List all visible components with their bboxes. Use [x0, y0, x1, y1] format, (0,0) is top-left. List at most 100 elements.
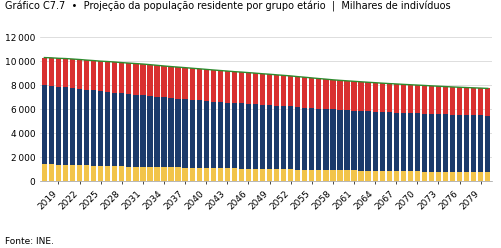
- Bar: [98, 166, 103, 181]
- Bar: [238, 103, 243, 169]
- Bar: [91, 61, 96, 91]
- Bar: [295, 107, 300, 170]
- Bar: [281, 75, 286, 106]
- Bar: [323, 79, 328, 109]
- Bar: [442, 172, 447, 181]
- Bar: [210, 102, 215, 168]
- Bar: [267, 169, 272, 181]
- Bar: [245, 169, 250, 181]
- Bar: [386, 171, 391, 181]
- Bar: [358, 82, 363, 111]
- Bar: [470, 172, 475, 181]
- Bar: [98, 61, 103, 91]
- Bar: [196, 69, 201, 100]
- Bar: [372, 171, 377, 181]
- Bar: [210, 168, 215, 181]
- Bar: [302, 170, 307, 181]
- Bar: [84, 165, 89, 181]
- Bar: [379, 171, 384, 181]
- Bar: [337, 170, 342, 181]
- Bar: [140, 64, 145, 95]
- Bar: [196, 100, 201, 168]
- Bar: [456, 87, 461, 115]
- Bar: [168, 98, 173, 167]
- Bar: [42, 164, 47, 181]
- Bar: [196, 168, 201, 181]
- Bar: [428, 172, 433, 181]
- Bar: [477, 115, 482, 172]
- Bar: [253, 73, 258, 104]
- Bar: [484, 172, 489, 181]
- Bar: [421, 114, 426, 172]
- Bar: [344, 81, 349, 110]
- Bar: [126, 63, 131, 94]
- Bar: [330, 80, 335, 109]
- Bar: [245, 104, 250, 169]
- Bar: [316, 170, 321, 181]
- Bar: [337, 80, 342, 110]
- Bar: [435, 86, 440, 114]
- Bar: [126, 167, 131, 181]
- Bar: [316, 109, 321, 170]
- Bar: [112, 62, 117, 93]
- Bar: [210, 70, 215, 102]
- Bar: [358, 171, 363, 181]
- Bar: [337, 110, 342, 170]
- Bar: [245, 73, 250, 104]
- Bar: [70, 59, 75, 88]
- Bar: [168, 167, 173, 181]
- Bar: [379, 112, 384, 171]
- Bar: [105, 62, 110, 92]
- Bar: [463, 88, 468, 115]
- Bar: [77, 89, 82, 165]
- Bar: [77, 165, 82, 181]
- Bar: [393, 171, 398, 181]
- Bar: [477, 88, 482, 115]
- Bar: [133, 63, 138, 95]
- Bar: [224, 71, 229, 103]
- Bar: [77, 60, 82, 89]
- Bar: [372, 112, 377, 171]
- Bar: [112, 166, 117, 181]
- Bar: [274, 169, 279, 181]
- Bar: [435, 172, 440, 181]
- Bar: [56, 87, 61, 165]
- Bar: [49, 86, 54, 164]
- Bar: [435, 114, 440, 172]
- Bar: [49, 58, 54, 86]
- Bar: [49, 164, 54, 181]
- Bar: [147, 96, 152, 167]
- Bar: [182, 68, 187, 99]
- Bar: [393, 113, 398, 171]
- Bar: [175, 167, 180, 181]
- Bar: [281, 106, 286, 169]
- Bar: [309, 170, 314, 181]
- Bar: [428, 114, 433, 172]
- Bar: [449, 172, 454, 181]
- Bar: [484, 116, 489, 172]
- Bar: [414, 85, 419, 113]
- Bar: [267, 74, 272, 105]
- Bar: [154, 97, 159, 167]
- Bar: [484, 88, 489, 116]
- Bar: [372, 83, 377, 112]
- Bar: [91, 91, 96, 166]
- Bar: [224, 103, 229, 168]
- Bar: [147, 167, 152, 181]
- Bar: [56, 165, 61, 181]
- Bar: [260, 105, 265, 169]
- Bar: [393, 84, 398, 113]
- Bar: [330, 109, 335, 170]
- Bar: [414, 171, 419, 181]
- Bar: [421, 86, 426, 114]
- Bar: [105, 166, 110, 181]
- Bar: [140, 95, 145, 167]
- Bar: [288, 106, 293, 169]
- Bar: [449, 115, 454, 172]
- Bar: [260, 169, 265, 181]
- Bar: [105, 92, 110, 166]
- Bar: [70, 88, 75, 165]
- Bar: [84, 60, 89, 90]
- Bar: [91, 166, 96, 181]
- Bar: [189, 68, 194, 100]
